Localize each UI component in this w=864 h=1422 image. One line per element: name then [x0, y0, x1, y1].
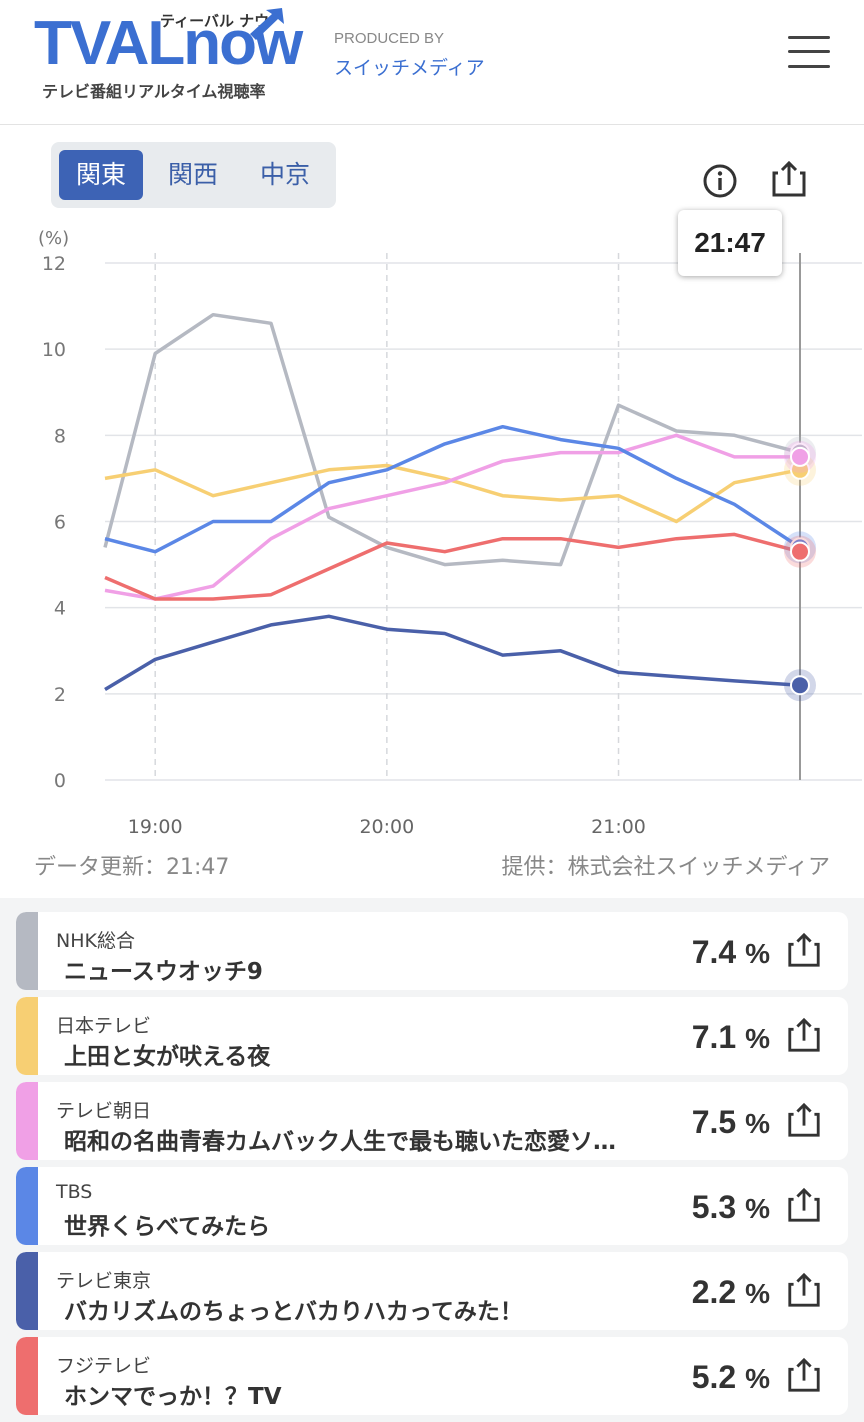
channel-color-bar: [16, 1337, 38, 1415]
series-end-point: [791, 448, 809, 466]
share-icon[interactable]: [786, 1355, 822, 1395]
program-title: ニュースウオッチ9: [64, 952, 676, 986]
share-icon[interactable]: [770, 159, 808, 199]
series-end-point: [791, 676, 809, 694]
program-title: ホンマでっか！？TV: [64, 1377, 676, 1411]
series-line: [105, 435, 800, 599]
program-title: 上田と女が吠える夜: [64, 1037, 676, 1071]
y-tick-label: 6: [54, 512, 66, 534]
series-line: [105, 315, 800, 565]
rating-unit: %: [745, 938, 770, 969]
rating-number: 5.2: [692, 1359, 736, 1395]
ratings-line-chart: (%) 0 2 4 6 8 10 12 19:00 20:00 21:00: [0, 210, 864, 930]
rating-value: 7.5 %: [692, 1104, 770, 1141]
series-line: [105, 534, 800, 599]
tab-kansai[interactable]: 関西: [151, 150, 235, 200]
share-icon[interactable]: [786, 1015, 822, 1055]
y-unit-label: (%): [38, 228, 69, 249]
channel-color-bar: [16, 1252, 38, 1330]
program-row[interactable]: NHK総合 ニュースウオッチ9 7.4 %: [16, 912, 848, 990]
rating-unit: %: [745, 1278, 770, 1309]
chart-panel: 関東 関西 中京 (%) 0 2 4 6 8 10 12 19:00 20:00 21:00 21:…: [0, 125, 864, 898]
y-tick-label: 4: [54, 598, 66, 620]
produced-by-label: PRODUCED BY: [334, 30, 444, 47]
channel-name: NHK総合: [56, 926, 135, 953]
app-header: TVALnow ティーバル ナウ テレビ番組リアルタイム視聴率 PRODUCED…: [0, 0, 864, 125]
tab-chukyo[interactable]: 中京: [243, 150, 327, 200]
x-tick-label: 20:00: [359, 816, 414, 838]
channel-name: 日本テレビ: [56, 1011, 151, 1038]
x-tick-label: 21:00: [591, 816, 646, 838]
app-subtitle: テレビ番組リアルタイム視聴率: [42, 78, 266, 102]
info-icon[interactable]: [702, 163, 738, 199]
rating-value: 7.1 %: [692, 1019, 770, 1056]
y-tick-label: 0: [54, 770, 66, 792]
series-line: [105, 466, 800, 522]
share-icon[interactable]: [786, 1270, 822, 1310]
channel-name: フジテレビ: [56, 1351, 151, 1378]
logo-arrow-icon: [246, 6, 286, 42]
program-title: バカリズムのちょっとバカりハカってみた！: [64, 1292, 676, 1326]
rating-value: 2.2 %: [692, 1274, 770, 1311]
channel-color-bar: [16, 997, 38, 1075]
channel-name: TBS: [56, 1181, 92, 1203]
share-icon[interactable]: [786, 1185, 822, 1225]
data-updated-label: データ更新：21:47: [34, 849, 229, 881]
time-tooltip: 21:47: [678, 210, 782, 276]
program-row[interactable]: テレビ朝日 昭和の名曲青春カムバック人生で最も聴いた恋愛ソ… 7.5 %: [16, 1082, 848, 1160]
rating-value: 5.2 %: [692, 1359, 770, 1396]
channel-color-bar: [16, 1082, 38, 1160]
series-line: [105, 616, 800, 689]
channel-name: テレビ東京: [56, 1266, 151, 1293]
series-line: [105, 427, 800, 552]
share-icon[interactable]: [786, 930, 822, 970]
program-row[interactable]: テレビ東京 バカリズムのちょっとバカりハカってみた！ 2.2 %: [16, 1252, 848, 1330]
program-row[interactable]: TBS 世界くらべてみたら 5.3 %: [16, 1167, 848, 1245]
rating-number: 2.2: [692, 1274, 736, 1310]
share-icon[interactable]: [786, 1100, 822, 1140]
rating-number: 7.1: [692, 1019, 736, 1055]
rating-unit: %: [745, 1363, 770, 1394]
program-list: NHK総合 ニュースウオッチ9 7.4 % 日本テレビ 上田と女が吠える夜 7.1 % テレ…: [16, 912, 848, 1422]
channel-color-bar: [16, 1167, 38, 1245]
channel-color-bar: [16, 912, 38, 990]
rating-unit: %: [745, 1193, 770, 1224]
y-tick-label: 2: [54, 684, 66, 706]
rating-unit: %: [745, 1023, 770, 1054]
program-title: 昭和の名曲青春カムバック人生で最も聴いた恋愛ソ…: [64, 1122, 676, 1156]
rating-value: 5.3 %: [692, 1189, 770, 1226]
rating-number: 7.4: [692, 934, 736, 970]
y-tick-label: 8: [54, 425, 66, 447]
data-provider-label: 提供：株式会社スイッチメディア: [502, 849, 830, 881]
rating-number: 7.5: [692, 1104, 736, 1140]
y-tick-label: 12: [42, 253, 66, 275]
series-end-point: [791, 543, 809, 561]
program-row[interactable]: 日本テレビ 上田と女が吠える夜 7.1 %: [16, 997, 848, 1075]
rating-value: 7.4 %: [692, 934, 770, 971]
hamburger-menu-icon[interactable]: [788, 34, 830, 70]
y-tick-label: 10: [42, 339, 66, 361]
tab-kanto[interactable]: 関東: [59, 150, 143, 200]
rating-number: 5.3: [692, 1189, 736, 1225]
channel-name: テレビ朝日: [56, 1096, 151, 1123]
region-tabs: 関東 関西 中京: [51, 142, 336, 208]
program-title: 世界くらべてみたら: [64, 1207, 676, 1241]
rating-unit: %: [745, 1108, 770, 1139]
x-tick-label: 19:00: [128, 816, 183, 838]
program-row[interactable]: フジテレビ ホンマでっか！？TV 5.2 %: [16, 1337, 848, 1415]
producer-company[interactable]: スイッチメディア: [334, 53, 485, 80]
